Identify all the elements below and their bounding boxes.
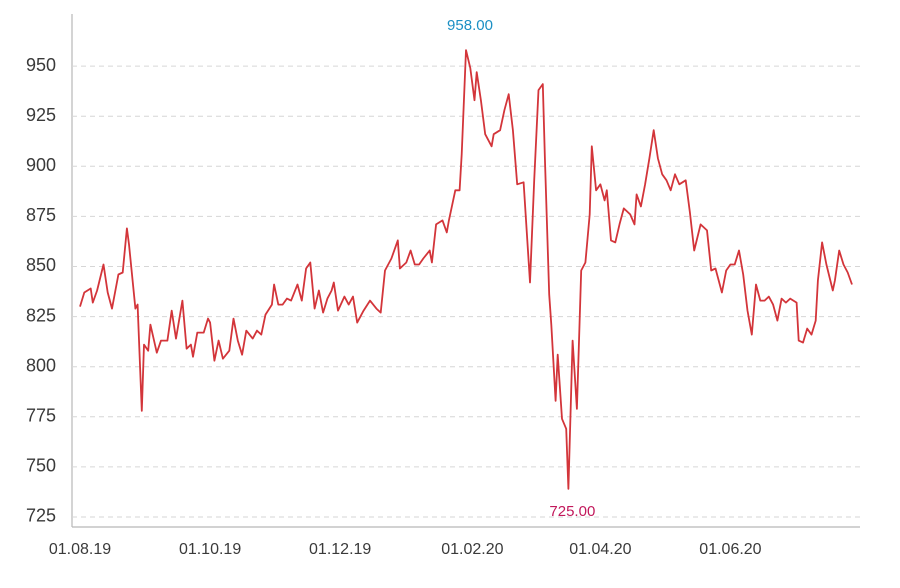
y-tick-label: 850 (26, 255, 56, 275)
x-tick-label: 01.12.19 (309, 541, 371, 558)
x-tick-label: 01.06.20 (699, 541, 761, 558)
y-tick-label: 950 (26, 55, 56, 75)
x-tick-label: 01.10.19 (179, 541, 241, 558)
x-tick-label: 01.08.19 (49, 541, 111, 558)
max-annotation: 958.00 (447, 17, 493, 34)
y-tick-label: 825 (26, 305, 56, 325)
y-tick-label: 750 (26, 456, 56, 476)
y-tick-label: 925 (26, 105, 56, 125)
y-tick-label: 775 (26, 406, 56, 426)
y-tick-label: 875 (26, 205, 56, 225)
y-tick-label: 900 (26, 155, 56, 175)
y-tick-label: 725 (26, 506, 56, 526)
x-tick-label: 01.04.20 (569, 541, 631, 558)
x-tick-label: 01.02.20 (441, 541, 503, 558)
min-annotation: 725.00 (549, 503, 595, 520)
y-tick-label: 800 (26, 355, 56, 375)
price-line (79, 49, 853, 490)
